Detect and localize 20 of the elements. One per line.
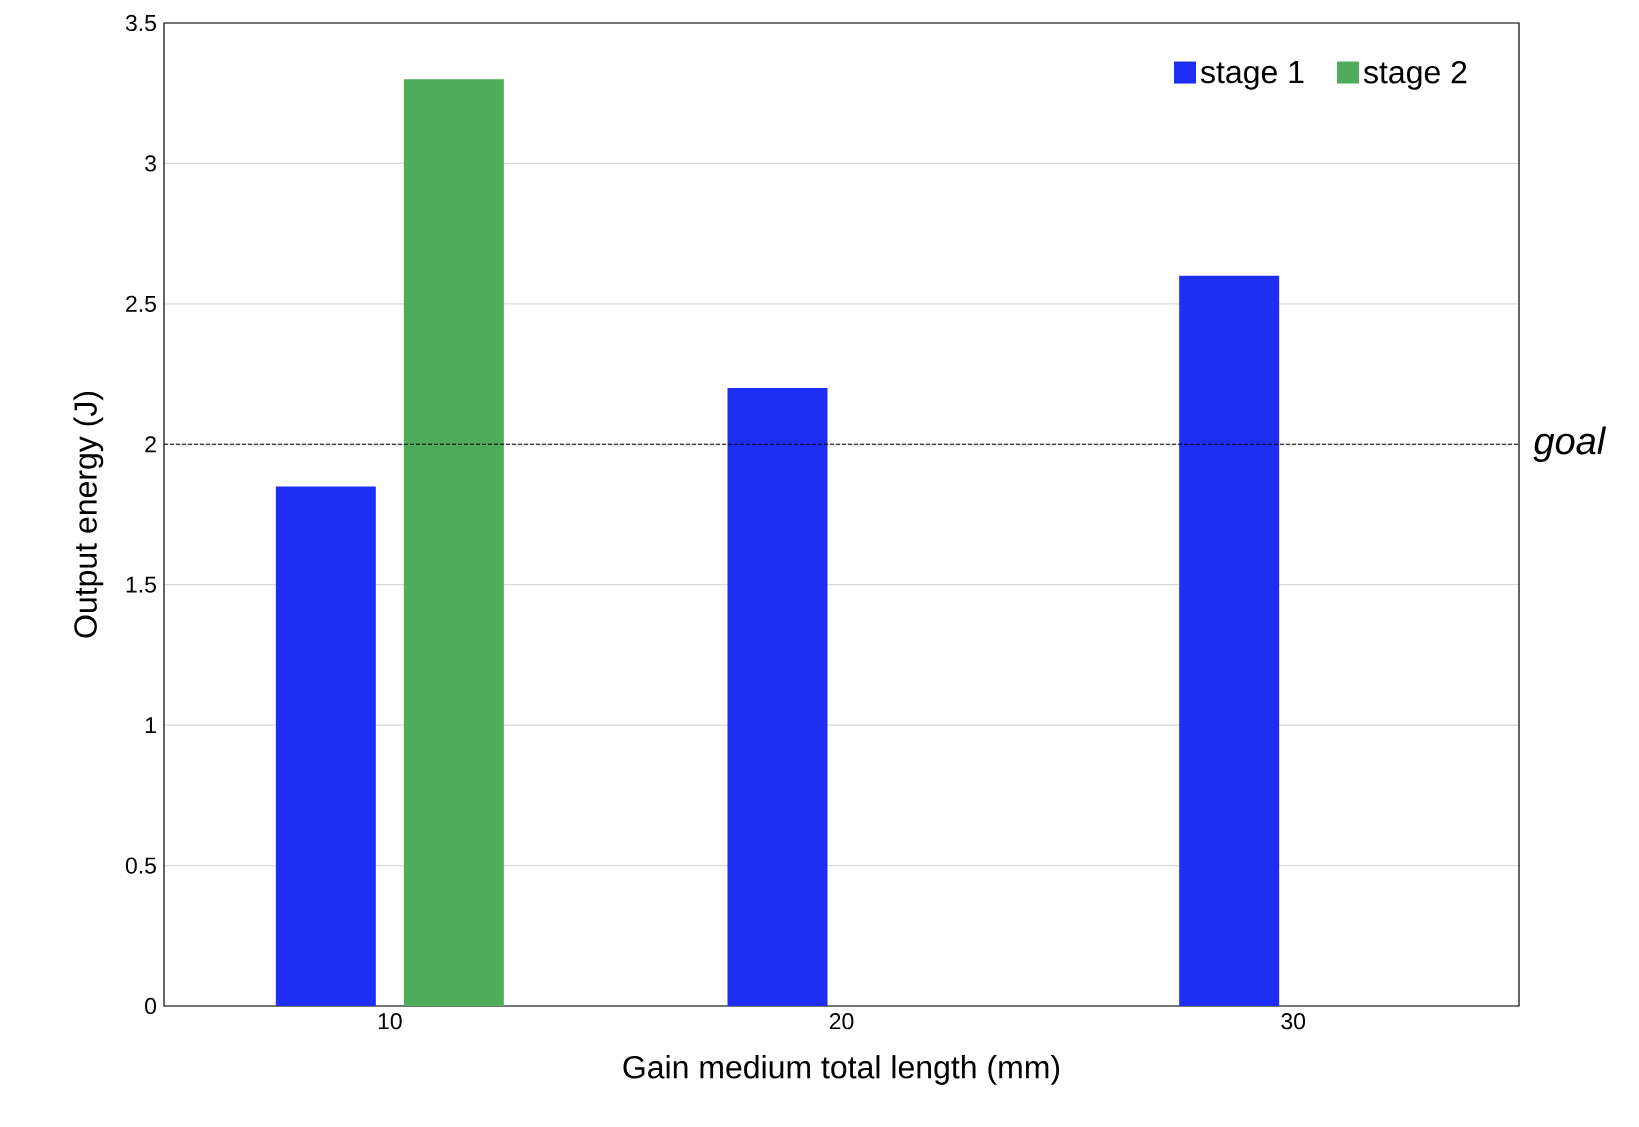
- y-tick-label: 1: [145, 717, 156, 734]
- y-tick-label: 2: [145, 436, 156, 453]
- legend-label: stage 2: [1363, 60, 1467, 90]
- bar: [727, 388, 828, 1006]
- x-tick-label: 20: [829, 1013, 854, 1030]
- bar: [403, 79, 504, 1006]
- x-axis-title: Gain medium total length (mm): [623, 1055, 1060, 1085]
- y-tick-label: 0.5: [125, 857, 156, 874]
- y-tick-label: 3.5: [125, 14, 156, 32]
- x-tick-label: 30: [1281, 1013, 1306, 1030]
- y-axis-title: Output energy (J): [73, 392, 104, 638]
- bar: [275, 486, 376, 1006]
- bar: [1179, 275, 1280, 1006]
- ref-line-label: goal: [1533, 426, 1607, 462]
- legend-label: stage 1: [1200, 61, 1304, 90]
- y-tick-label: 3: [145, 155, 156, 172]
- y-tick-label: 2.5: [126, 295, 156, 312]
- x-tick-label: 10: [378, 1013, 402, 1030]
- y-tick-label: 1.5: [126, 576, 156, 593]
- y-tick-label: 0: [145, 997, 157, 1015]
